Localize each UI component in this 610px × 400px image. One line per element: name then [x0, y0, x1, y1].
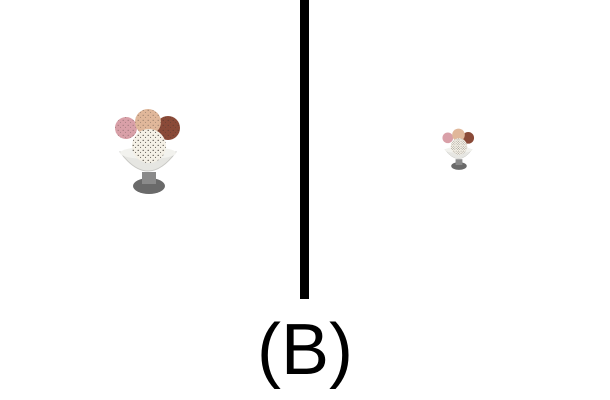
ice-cream-sundae-icon: [112, 104, 184, 198]
ice-cream-sundae-icon: [441, 126, 476, 172]
panel-label: (B): [257, 310, 353, 390]
vertical-divider: [300, 0, 309, 299]
